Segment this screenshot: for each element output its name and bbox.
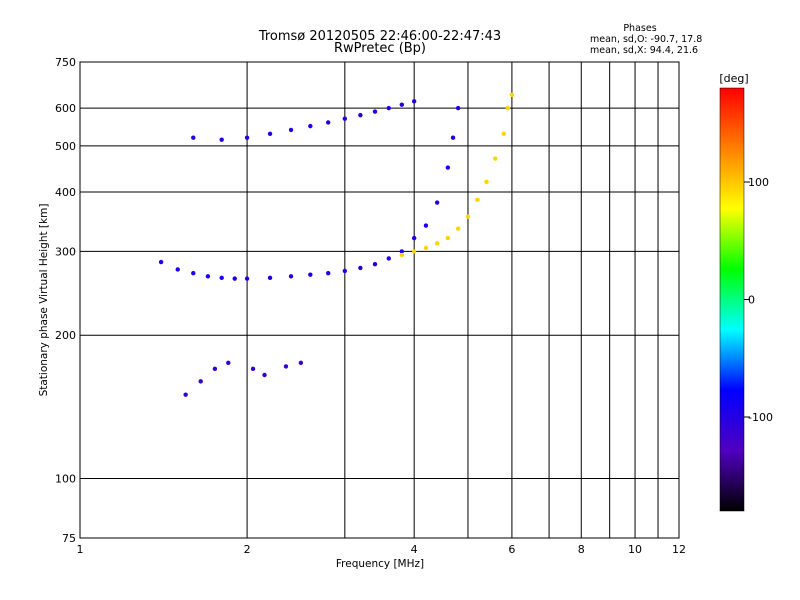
data-point	[399, 249, 405, 254]
data-point	[250, 366, 256, 372]
data-point	[262, 372, 267, 378]
colorbar-label: [deg]	[719, 72, 748, 85]
data-point	[450, 135, 456, 140]
x-axis-ticks: 1 2 4 6 8 10 12	[77, 543, 687, 556]
colorbar-ticks: 100 0 -100	[744, 176, 773, 424]
data-point	[475, 197, 480, 203]
data-point	[445, 235, 451, 241]
data-point	[219, 275, 224, 281]
data-point	[267, 131, 273, 136]
data-point	[372, 109, 378, 114]
data-point	[411, 99, 417, 104]
data-point	[493, 156, 498, 161]
data-point	[205, 274, 211, 279]
data-point	[183, 392, 188, 397]
y-tick-label: 100	[55, 473, 76, 486]
data-point	[191, 271, 196, 276]
data-point	[484, 179, 489, 185]
phases-title: Phases	[623, 23, 656, 34]
data-point	[423, 223, 429, 228]
data-point	[219, 137, 224, 142]
data-point	[509, 92, 515, 97]
y-tick-label: 600	[55, 102, 76, 115]
data-point	[505, 105, 511, 111]
data-point	[465, 214, 471, 219]
data-point	[244, 135, 250, 140]
x-tick-label: 4	[411, 543, 418, 556]
data-point	[212, 366, 218, 372]
x-tick-label: 6	[508, 543, 515, 556]
y-axis-label: Stationary phase Virtual Height [km]	[38, 204, 50, 397]
x-tick-label: 8	[578, 543, 585, 556]
x-tick-label: 2	[244, 543, 251, 556]
data-point	[455, 105, 461, 111]
data-point	[434, 200, 440, 205]
data-point	[342, 268, 348, 274]
data-point	[298, 360, 304, 366]
colorbar-tick-label: 0	[748, 294, 755, 307]
data-point	[158, 259, 164, 265]
colorbar	[719, 87, 745, 512]
y-tick-label: 300	[55, 245, 76, 258]
data-point	[372, 262, 378, 267]
data-point	[232, 276, 237, 281]
chart-subtitle: RwPretec (Bp)	[334, 41, 426, 56]
data-point	[283, 364, 289, 369]
y-tick-label: 750	[55, 56, 76, 69]
data-point	[308, 123, 313, 129]
y-tick-label: 400	[55, 186, 76, 199]
x-tick-label: 10	[628, 543, 642, 556]
data-point	[342, 116, 348, 121]
data-point	[358, 112, 363, 118]
x-axis-label: Frequency [MHz]	[336, 558, 424, 570]
data-point	[267, 275, 273, 281]
grid-lines	[80, 62, 679, 538]
data-point	[325, 120, 331, 125]
y-tick-label: 75	[62, 532, 76, 545]
colorbar-tick-label: 100	[748, 176, 769, 189]
data-point	[399, 252, 405, 258]
y-tick-label: 200	[55, 329, 76, 342]
colorbar-tick-label: -100	[748, 411, 773, 424]
data-point	[288, 274, 294, 279]
data-point	[501, 131, 506, 136]
data-point	[244, 276, 250, 281]
data-point	[455, 226, 461, 231]
data-points	[158, 92, 515, 397]
data-point	[445, 165, 451, 170]
data-point	[386, 256, 391, 261]
data-point	[198, 379, 203, 384]
data-point	[325, 271, 331, 276]
data-point	[411, 249, 417, 254]
data-point	[358, 265, 363, 271]
data-point	[386, 105, 391, 111]
data-point	[191, 135, 196, 140]
plot-area	[79, 61, 680, 539]
data-point	[399, 102, 405, 107]
chart-title: Tromsø 20120505 22:46:00-22:47:43	[258, 29, 501, 44]
y-axis-ticks: 75 100 200 300 400 500 600 750	[55, 56, 76, 545]
data-point	[175, 267, 180, 272]
x-tick-label: 1	[77, 543, 84, 556]
data-point	[423, 245, 429, 251]
data-point	[226, 360, 231, 366]
data-point	[308, 272, 313, 277]
phases-line-o: mean, sd,O: -90.7, 17.8	[590, 34, 702, 45]
data-point	[411, 235, 417, 241]
y-tick-label: 500	[55, 140, 76, 153]
data-point	[434, 241, 440, 246]
phases-line-x: mean, sd,X: 94.4, 21.6	[590, 45, 698, 56]
data-point	[288, 127, 294, 133]
x-tick-label: 12	[672, 543, 686, 556]
